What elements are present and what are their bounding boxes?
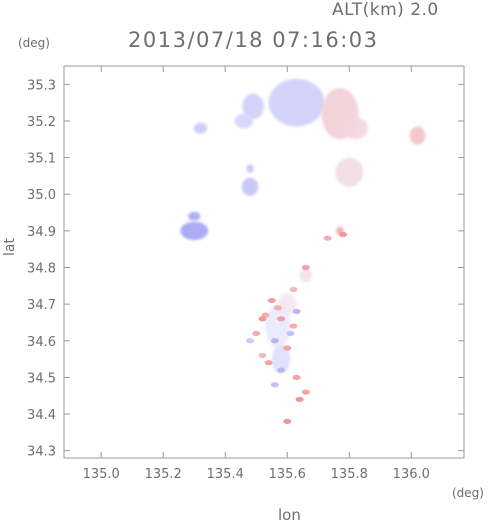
y-tick-label: 34.5 — [27, 371, 56, 386]
data-region — [242, 93, 264, 120]
data-point — [292, 374, 301, 381]
data-point — [286, 330, 295, 337]
data-point — [246, 338, 255, 344]
x-axis-label: lon — [278, 506, 301, 524]
y-tick-label: 34.9 — [27, 225, 56, 240]
altitude-label: ALT(km) 2.0 — [332, 0, 439, 20]
y-tick-label: 34.7 — [27, 298, 56, 313]
y-tick-label: 34.3 — [27, 445, 56, 460]
y-tick-label: 34.6 — [27, 335, 56, 350]
plot-frame — [63, 65, 465, 459]
y-tick-label: 35.2 — [27, 115, 56, 130]
data-point — [252, 330, 261, 337]
y-tick-label: 35.3 — [27, 78, 56, 93]
x-tick-label: 136.0 — [393, 467, 430, 482]
data-point — [258, 352, 267, 359]
x-axis-unit: (deg) — [452, 486, 484, 500]
data-point — [270, 382, 279, 388]
data-region — [246, 164, 254, 173]
data-region — [277, 293, 297, 316]
timestamp-title: 2013/07/18 07:16:03 — [128, 28, 379, 52]
data-point — [339, 231, 348, 238]
x-tick-label: 135.2 — [145, 467, 182, 482]
data-point — [273, 305, 282, 311]
data-region — [188, 211, 201, 221]
data-point — [283, 418, 292, 424]
data-point — [270, 338, 279, 344]
data-point — [277, 367, 286, 373]
x-tick-label: 135.6 — [269, 467, 306, 482]
y-tick-label: 34.4 — [27, 408, 56, 423]
x-tick-label: 135.4 — [207, 467, 244, 482]
x-tick-label: 135.0 — [83, 467, 120, 482]
data-region — [180, 221, 209, 241]
data-point — [289, 286, 298, 293]
data-point — [301, 389, 310, 395]
y-tick-label: 35.1 — [27, 152, 56, 167]
data-region — [335, 157, 364, 187]
data-point — [323, 235, 332, 241]
data-point — [264, 360, 273, 366]
y-tick-label: 35.0 — [27, 188, 56, 203]
y-axis-unit: (deg) — [18, 36, 50, 50]
data-region — [265, 304, 291, 349]
data-point — [292, 308, 301, 315]
data-point — [277, 316, 286, 322]
data-region — [299, 267, 313, 283]
data-region — [193, 122, 208, 134]
data-region — [271, 344, 291, 374]
x-tick-label: 135.8 — [331, 467, 368, 482]
data-point — [295, 396, 304, 402]
data-region — [241, 177, 259, 197]
data-region — [268, 78, 325, 127]
y-tick-label: 34.8 — [27, 261, 56, 276]
data-point — [283, 345, 292, 351]
data-point — [289, 323, 298, 329]
data-point — [267, 297, 276, 304]
data-point — [301, 264, 310, 271]
data-region — [343, 117, 368, 140]
data-region — [234, 113, 254, 129]
data-point — [258, 316, 267, 322]
data-region — [409, 126, 426, 145]
